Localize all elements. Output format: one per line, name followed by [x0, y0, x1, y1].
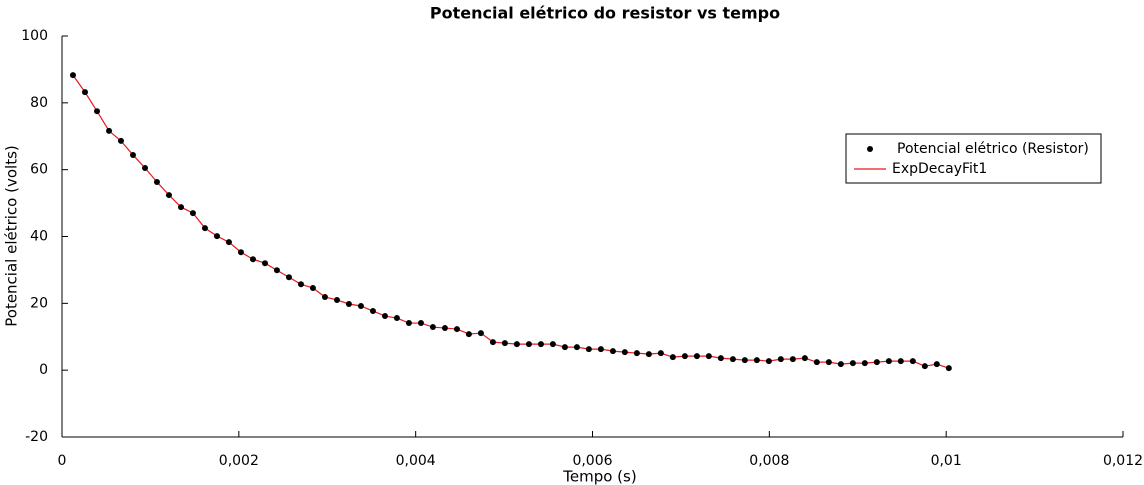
data-point: [597, 346, 604, 353]
data-point: [249, 256, 256, 263]
data-point: [393, 315, 400, 322]
data-point: [94, 108, 101, 115]
data-point: [801, 355, 808, 362]
data-point: [81, 89, 88, 96]
data-point: [309, 284, 316, 291]
data-point: [837, 361, 844, 368]
data-point: [633, 350, 640, 357]
data-point: [681, 353, 688, 360]
data-point: [213, 233, 220, 240]
data-point: [921, 363, 928, 370]
data-point: [405, 320, 412, 327]
y-axis-label: Potencial elétrico (volts): [3, 145, 21, 327]
data-point: [873, 359, 880, 366]
data-point: [142, 164, 149, 171]
data-point: [477, 330, 484, 337]
y-tick-label: 80: [30, 95, 48, 111]
data-point: [753, 357, 760, 364]
data-point: [849, 360, 856, 367]
data-point: [825, 359, 832, 366]
data-point: [465, 331, 472, 338]
data-point: [189, 210, 196, 217]
data-point: [945, 365, 952, 372]
x-tick-label: 0,012: [1103, 453, 1143, 469]
data-point: [165, 192, 172, 199]
y-tick-label: 60: [30, 162, 48, 178]
data-point: [585, 346, 592, 353]
data-point: [417, 320, 424, 327]
data-point: [201, 225, 208, 232]
fit-line: [72, 74, 950, 369]
data-point: [657, 350, 664, 357]
legend-marker: [867, 146, 873, 152]
data-point: [273, 267, 280, 274]
data-point: [813, 359, 820, 366]
data-point: [669, 354, 676, 361]
data-point: [741, 357, 748, 364]
data-point: [897, 358, 904, 365]
data-point: [489, 339, 496, 346]
data-point: [573, 344, 580, 351]
x-tick-label: 0: [58, 453, 67, 469]
x-tick-label: 0,002: [219, 453, 259, 469]
legend-box: [845, 133, 1102, 184]
data-point: [609, 348, 616, 355]
legend-label: ExpDecayFit1: [892, 161, 987, 177]
data-point: [285, 274, 292, 281]
data-point: [525, 341, 532, 348]
y-tick-label: 20: [30, 295, 48, 311]
data-point: [909, 358, 916, 365]
data-point: [345, 301, 352, 308]
x-tick-label: 0,008: [749, 453, 789, 469]
data-point: [297, 281, 304, 288]
data-point: [513, 341, 520, 348]
x-axis-label: Tempo (s): [562, 468, 636, 485]
data-point: [178, 204, 185, 211]
data-point: [153, 179, 160, 186]
data-point: [765, 358, 772, 365]
y-tick-label: 100: [21, 28, 48, 44]
data-point: [645, 351, 652, 358]
data-point: [369, 308, 376, 315]
data-point: [237, 249, 244, 256]
data-point: [129, 151, 136, 158]
data-point: [861, 360, 868, 367]
y-tick-label: 40: [30, 229, 48, 245]
data-point: [453, 326, 460, 333]
data-point: [357, 303, 364, 310]
data-point: [225, 239, 232, 246]
data-point: [537, 341, 544, 348]
data-point: [561, 344, 568, 351]
data-point: [429, 324, 436, 331]
x-tick-label: 0,006: [572, 453, 612, 469]
data-point: [333, 296, 340, 303]
x-tick-label: 0,01: [931, 453, 962, 469]
data-point: [549, 341, 556, 348]
y-tick-label: -20: [25, 429, 48, 445]
chart-title: Potencial elétrico do resistor vs tempo: [430, 4, 780, 23]
data-point: [933, 361, 940, 368]
data-point: [262, 260, 269, 267]
data-point: [717, 355, 724, 362]
data-point: [381, 313, 388, 320]
data-point: [106, 127, 113, 134]
data-point: [501, 340, 508, 347]
data-point: [441, 325, 448, 332]
data-point: [777, 356, 784, 363]
x-tick-label: 0,004: [396, 453, 436, 469]
data-point: [789, 356, 796, 363]
data-point: [705, 353, 712, 360]
data-point: [729, 356, 736, 363]
data-point: [693, 353, 700, 360]
data-point: [885, 358, 892, 365]
y-tick-label: 0: [39, 362, 48, 378]
legend-label: Potencial elétrico (Resistor): [897, 141, 1089, 157]
data-point: [117, 137, 124, 144]
data-point: [321, 293, 328, 300]
data-point: [69, 72, 76, 79]
data-point: [621, 349, 628, 356]
